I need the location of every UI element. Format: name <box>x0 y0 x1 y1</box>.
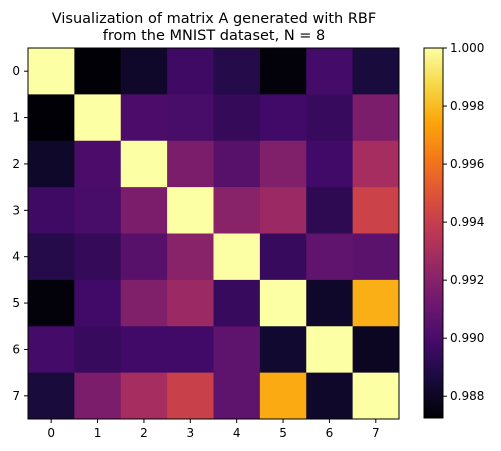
heatmap-cell-0-6 <box>306 48 354 95</box>
heatmap-cell-4-3 <box>167 233 214 281</box>
heatmap-cell-5-1 <box>74 279 122 327</box>
y-tick-label: 1 <box>12 111 20 125</box>
heatmap-cell-4-1 <box>74 233 122 281</box>
heatmap-cell-0-0 <box>28 48 75 95</box>
heatmap-cell-0-7 <box>352 48 400 95</box>
heatmap-cell-4-7 <box>352 233 400 281</box>
x-tick-label: 7 <box>372 426 380 440</box>
y-axis-ticks: 0 1 2 3 4 5 6 7 <box>12 64 28 403</box>
heatmap-cell-3-7 <box>352 187 400 234</box>
heatmap-cell-2-0 <box>28 140 75 188</box>
heatmap-cell-6-3 <box>167 326 214 374</box>
chart-title-line-1: Visualization of matrix A generated with… <box>52 11 376 27</box>
heatmap-cell-6-6 <box>306 326 354 374</box>
x-tick-label: 1 <box>94 426 102 440</box>
y-tick-label: 0 <box>12 64 20 78</box>
heatmap-cell-2-2 <box>120 140 168 188</box>
heatmap-cell-0-5 <box>259 48 307 95</box>
y-tick-label: 4 <box>12 250 20 264</box>
heatmap-cell-2-5 <box>259 140 307 188</box>
colorbar-tick-label: 0.998 <box>450 99 484 113</box>
heatmap-cell-0-2 <box>120 48 168 95</box>
heatmap-cell-3-5 <box>259 187 307 234</box>
x-tick-label: 6 <box>326 426 334 440</box>
heatmap-cell-0-1 <box>74 48 122 95</box>
heatmap-cell-3-4 <box>213 187 261 234</box>
y-tick-label: 3 <box>12 203 20 217</box>
heatmap-cell-1-1 <box>74 94 122 142</box>
colorbar-tick-label: 1.000 <box>450 41 484 55</box>
heatmap-cell-1-0 <box>28 94 75 142</box>
heatmap-cell-4-0 <box>28 233 75 281</box>
heatmap-cell-7-4 <box>213 372 261 420</box>
heatmap-cell-7-5 <box>259 372 307 420</box>
heatmap-cell-5-5 <box>259 279 307 327</box>
heatmap-cell-7-1 <box>74 372 122 420</box>
colorbar-tick-label: 0.996 <box>450 157 484 171</box>
colorbar <box>423 47 444 419</box>
heatmap-cell-3-0 <box>28 187 75 234</box>
heatmap-cell-6-1 <box>74 326 122 374</box>
colorbar-tick-label: 0.988 <box>450 389 484 403</box>
x-tick-label: 3 <box>186 426 194 440</box>
heatmap-cell-4-5 <box>259 233 307 281</box>
heatmap-cells <box>28 48 400 420</box>
y-tick-label: 6 <box>12 342 20 356</box>
y-tick-label: 7 <box>12 389 20 403</box>
heatmap-cell-4-6 <box>306 233 354 281</box>
heatmap-cell-5-3 <box>167 279 214 327</box>
plot-frame <box>27 47 400 420</box>
colorbar-tick-label: 0.992 <box>450 273 484 287</box>
heatmap-cell-5-2 <box>120 279 168 327</box>
heatmap-cell-3-2 <box>120 187 168 234</box>
heatmap-cell-1-7 <box>352 94 400 142</box>
heatmap-cell-7-3 <box>167 372 214 420</box>
heatmap-cell-2-3 <box>167 140 214 188</box>
heatmap-cell-5-4 <box>213 279 261 327</box>
y-tick-label: 2 <box>12 157 20 171</box>
heatmap-cell-3-6 <box>306 187 354 234</box>
heatmap-cell-6-0 <box>28 326 75 374</box>
heatmap-cell-3-3 <box>167 187 214 234</box>
heatmap-cell-2-7 <box>352 140 400 188</box>
heatmap-cell-5-0 <box>28 279 75 327</box>
heatmap-cell-1-3 <box>167 94 214 142</box>
colorbar-tick-label: 0.994 <box>450 215 484 229</box>
heatmap-cell-4-4 <box>213 233 261 281</box>
heatmap-cell-1-5 <box>259 94 307 142</box>
heatmap-cell-6-5 <box>259 326 307 374</box>
heatmap-cell-0-4 <box>213 48 261 95</box>
heatmap-cell-1-2 <box>120 94 168 142</box>
y-tick-label: 5 <box>12 296 20 310</box>
heatmap-cell-5-7 <box>352 279 400 327</box>
heatmap-cell-2-6 <box>306 140 354 188</box>
heatmap-cell-2-1 <box>74 140 122 188</box>
heatmap-cell-0-3 <box>167 48 214 95</box>
heatmap-cell-7-2 <box>120 372 168 420</box>
colorbar-ticks: 0.988 0.990 0.992 0.994 0.996 0.998 1.000 <box>443 41 484 403</box>
heatmap-cell-7-0 <box>28 372 75 420</box>
x-tick-label: 2 <box>140 426 148 440</box>
x-tick-label: 0 <box>47 426 55 440</box>
heatmap-cell-7-6 <box>306 372 354 420</box>
heatmap-cell-3-1 <box>74 187 122 234</box>
heatmap-cell-1-4 <box>213 94 261 142</box>
heatmap-cell-7-7 <box>352 372 400 420</box>
heatmap-cell-2-4 <box>213 140 261 188</box>
chart-title-line-2: from the MNIST dataset, N = 8 <box>103 28 326 44</box>
heatmap-cell-6-2 <box>120 326 168 374</box>
heatmap-cell-6-7 <box>352 326 400 374</box>
x-tick-label: 5 <box>279 426 287 440</box>
heatmap-cell-6-4 <box>213 326 261 374</box>
heatmap-cell-4-2 <box>120 233 168 281</box>
colorbar-tick-label: 0.990 <box>450 331 484 345</box>
x-axis-ticks: 0 1 2 3 4 5 6 7 <box>47 419 380 440</box>
heatmap-cell-5-6 <box>306 279 354 327</box>
x-tick-label: 4 <box>233 426 241 440</box>
heatmap-cell-1-6 <box>306 94 354 142</box>
